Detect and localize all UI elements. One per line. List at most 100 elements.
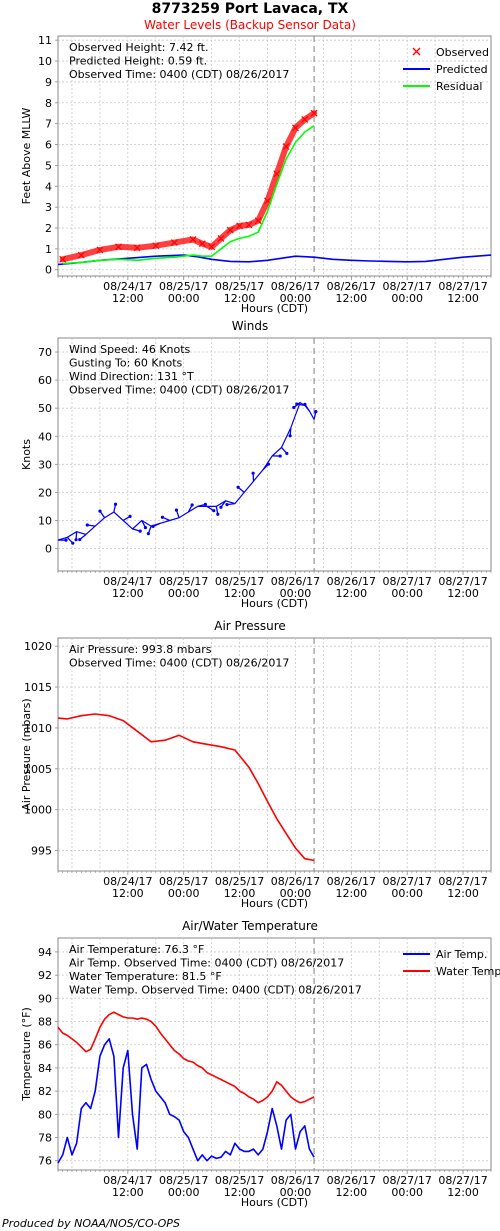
data-point xyxy=(236,222,244,230)
x-tick-time: 00:00 xyxy=(391,887,423,900)
chart-title: Air/Water Temperature xyxy=(182,919,318,933)
x-tick-time: 12:00 xyxy=(224,887,256,900)
series-line xyxy=(57,713,315,862)
series-water-temp- xyxy=(57,1011,315,1104)
legend-item: Air Temp. xyxy=(403,948,487,961)
data-point xyxy=(78,537,82,542)
y-tick-label: 10 xyxy=(38,55,52,68)
data-point xyxy=(226,226,234,234)
data-point xyxy=(203,502,208,506)
data-point xyxy=(96,246,104,254)
x-tick-time: 00:00 xyxy=(391,292,423,305)
x-axis-label: Hours (CDT) xyxy=(241,597,308,610)
data-point xyxy=(77,251,85,259)
x-tick-date: 08/26/17 xyxy=(327,280,376,293)
data-point xyxy=(138,529,142,533)
legend-item: Observed xyxy=(412,46,489,59)
legend-item: Predicted xyxy=(403,63,488,76)
y-tick-label: 10 xyxy=(38,514,52,527)
x-tick-date: 08/26/17 xyxy=(271,1174,320,1187)
legend-label: Water Temp. xyxy=(436,965,500,978)
info-text: Observed Time: 0400 (CDT) 08/26/2017 xyxy=(69,657,289,670)
footer-credit: Produced by NOAA/NOS/CO-OPS xyxy=(2,1217,180,1230)
x-tick-date: 08/27/17 xyxy=(382,875,431,888)
y-tick-label: 1000 xyxy=(24,804,52,817)
y-tick-label: 78 xyxy=(38,1132,52,1145)
chart-temperature: Air/Water Temperature 76 78 80 82 84 86 88 90 92 9… xyxy=(20,919,500,1209)
series-observed xyxy=(59,109,318,263)
info-text: Observed Time: 0400 (CDT) 08/26/2017 xyxy=(69,68,289,81)
x-tick-time: 12:00 xyxy=(112,587,144,600)
data-point xyxy=(295,402,299,406)
x-tick-time: 00:00 xyxy=(280,587,312,600)
data-point xyxy=(282,143,290,151)
info-text: Wind Speed: 46 Knots xyxy=(69,343,191,356)
data-point xyxy=(160,515,165,519)
y-tick-label: 50 xyxy=(38,402,52,415)
x-tick-time: 00:00 xyxy=(280,887,312,900)
data-point xyxy=(115,243,122,251)
series-line xyxy=(57,254,492,266)
x-tick-time: 00:00 xyxy=(168,587,200,600)
x-tick-time: 12:00 xyxy=(335,292,367,305)
x-tick-date: 08/25/17 xyxy=(215,575,264,588)
chart-title: Air Pressure xyxy=(214,619,286,633)
x-tick-date: 08/25/17 xyxy=(159,875,208,888)
legend-label: Predicted xyxy=(436,63,488,76)
data-point xyxy=(151,524,155,529)
x-tick-date: 08/26/17 xyxy=(327,1174,376,1187)
plot-area xyxy=(57,637,492,872)
x-tick-time: 12:00 xyxy=(112,1186,144,1199)
legend-label: Air Temp. xyxy=(436,948,487,961)
series-line xyxy=(57,1011,315,1104)
data-point xyxy=(152,242,160,250)
data-point xyxy=(212,509,216,513)
data-point xyxy=(273,170,281,178)
y-tick-label: 8 xyxy=(45,97,52,110)
x-tick-date: 08/27/17 xyxy=(438,1174,487,1187)
x-tick-time: 12:00 xyxy=(447,587,479,600)
data-point xyxy=(292,124,299,132)
x-tick-time: 00:00 xyxy=(168,887,200,900)
data-point xyxy=(301,116,309,123)
info-text: Gusting To: 60 Knots xyxy=(69,357,183,370)
x-tick-time: 12:00 xyxy=(335,887,367,900)
data-point xyxy=(208,243,216,251)
x-tick-date: 08/27/17 xyxy=(382,575,431,588)
x-tick-date: 08/25/17 xyxy=(215,280,264,293)
data-point xyxy=(251,471,255,475)
data-point xyxy=(174,508,179,512)
y-tick-label: 30 xyxy=(38,458,52,471)
series-air-temp- xyxy=(57,1038,315,1164)
page-subtitle: Water Levels (Backup Sensor Data) xyxy=(144,18,356,32)
data-point xyxy=(278,454,282,458)
x-tick-time: 12:00 xyxy=(224,587,256,600)
data-point xyxy=(133,244,141,252)
x-tick-time: 00:00 xyxy=(168,292,200,305)
info-text: Air Temp. Observed Time: 0400 (CDT) 08/2… xyxy=(69,957,344,970)
info-text: Air Pressure: 993.8 mbars xyxy=(69,643,212,656)
x-tick-date: 08/24/17 xyxy=(103,575,152,588)
y-tick-label: 1015 xyxy=(24,681,52,694)
x-tick-time: 12:00 xyxy=(335,1186,367,1199)
data-point xyxy=(288,434,292,438)
x-tick-date: 08/25/17 xyxy=(215,1174,264,1187)
x-tick-date: 08/25/17 xyxy=(159,1174,208,1187)
y-tick-label: 6 xyxy=(45,139,52,152)
y-tick-label: 3 xyxy=(45,201,52,214)
x-tick-date: 08/25/17 xyxy=(159,575,208,588)
x-tick-time: 00:00 xyxy=(391,1186,423,1199)
plot-area xyxy=(57,937,492,1171)
y-tick-label: 86 xyxy=(38,1039,52,1052)
y-tick-label: 84 xyxy=(38,1062,52,1075)
data-point xyxy=(310,109,318,117)
legend-label: Observed xyxy=(436,46,489,59)
legend-item: Residual xyxy=(403,80,482,93)
x-tick-date: 08/27/17 xyxy=(438,575,487,588)
y-tick-label: 1 xyxy=(45,243,52,256)
info-text: Wind Direction: 131 °T xyxy=(69,370,194,383)
y-tick-label: 80 xyxy=(38,1108,52,1121)
chart-pressure: Air Pressure 995 1000 1005 1010 1015 1020 08/24… xyxy=(20,619,492,910)
y-tick-label: 70 xyxy=(38,346,52,359)
